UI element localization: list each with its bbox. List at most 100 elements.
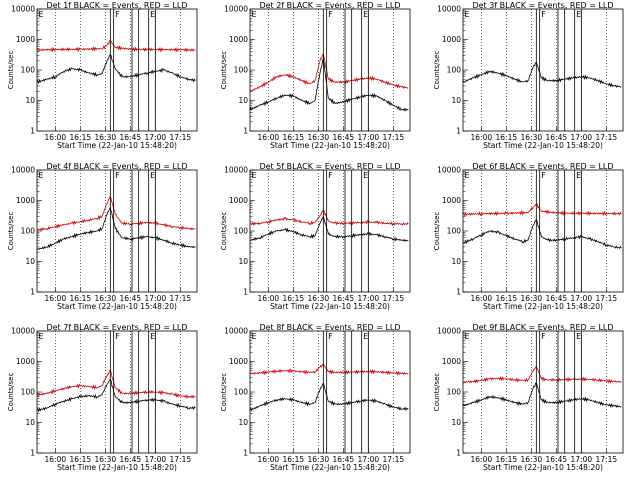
- x-tick-label: 16:00: [258, 455, 280, 464]
- plot-frame: [462, 169, 624, 293]
- y-tick-label: 1: [243, 449, 248, 458]
- y-tick-label: 1000: [229, 357, 248, 366]
- event-marker-label: F: [328, 171, 333, 180]
- x-tick-label: 16:45: [546, 455, 568, 464]
- y-axis-label: Counts/sec: [220, 373, 228, 412]
- x-tick-label: 16:15: [70, 455, 92, 464]
- x-tick-label: 17:15: [596, 133, 618, 142]
- y-tick-label: 1000: [442, 357, 461, 366]
- y-tick-label: 10: [451, 96, 461, 105]
- event-marker-label: E: [363, 332, 368, 341]
- series-lld-line: [36, 194, 196, 232]
- panel-title: Det 4f BLACK = Events, RED = LLD: [46, 162, 187, 171]
- y-tick-label: 10000: [11, 327, 35, 336]
- y-tick-label: 10000: [11, 5, 35, 14]
- panel-title: Det 7f BLACK = Events, RED = LLD: [46, 323, 187, 332]
- y-axis-label: Counts/sec: [433, 373, 441, 412]
- x-tick-label: 17:15: [383, 455, 405, 464]
- y-tick-label: 10000: [224, 5, 248, 14]
- event-marker-label: E: [576, 332, 581, 341]
- x-tick-label: 16:45: [333, 133, 355, 142]
- y-tick-label: 10000: [224, 327, 248, 336]
- plot-frame: [462, 8, 624, 132]
- y-tick-label: 100: [234, 227, 249, 236]
- event-marker-label: E: [576, 10, 581, 19]
- x-tick-label: 16:00: [45, 294, 67, 303]
- y-axis-label: Counts/sec: [7, 373, 15, 412]
- series-events-line: [462, 382, 622, 409]
- y-axis-label: Counts/sec: [220, 212, 228, 251]
- x-tick-label: 16:15: [283, 294, 305, 303]
- y-tick-label: 100: [234, 388, 249, 397]
- x-tick-label: 17:00: [358, 294, 380, 303]
- x-tick-label: 16:30: [95, 294, 117, 303]
- y-axis-label: Counts/sec: [433, 212, 441, 251]
- x-axis-label: Start Time (22-Jan-10 15:48:20): [270, 463, 390, 472]
- event-marker-label: F: [541, 332, 546, 341]
- event-marker-label: F: [328, 10, 333, 19]
- y-tick-label: 1: [30, 449, 35, 458]
- x-tick-label: 16:00: [471, 455, 493, 464]
- series-events-line: [462, 218, 622, 250]
- x-tick-label: 17:00: [571, 455, 593, 464]
- event-marker-label: E: [252, 10, 257, 19]
- x-tick-label: 16:30: [95, 455, 117, 464]
- x-tick-label: 16:45: [333, 294, 355, 303]
- x-axis-label: Start Time (22-Jan-10 15:48:20): [483, 463, 603, 472]
- panel-title: Det 6f BLACK = Events, RED = LLD: [472, 162, 613, 171]
- y-axis-label: Counts/sec: [220, 51, 228, 90]
- y-tick-label: 1: [243, 288, 248, 297]
- x-tick-label: 16:15: [496, 455, 518, 464]
- series-lld-line: [249, 52, 409, 92]
- y-tick-label: 100: [447, 388, 462, 397]
- y-tick-label: 1000: [442, 35, 461, 44]
- x-axis-label: Start Time (22-Jan-10 15:48:20): [57, 302, 177, 311]
- event-marker-label: E: [39, 10, 44, 19]
- x-tick-label: 16:30: [308, 455, 330, 464]
- event-marker-label: E: [39, 332, 44, 341]
- x-tick-label: 16:45: [120, 133, 142, 142]
- x-tick-label: 16:45: [120, 294, 142, 303]
- event-marker-label: F: [328, 332, 333, 341]
- y-tick-label: 100: [21, 227, 36, 236]
- y-tick-label: 10: [25, 257, 35, 266]
- x-tick-label: 17:00: [145, 133, 167, 142]
- event-marker-label: E: [576, 171, 581, 180]
- plot-frame: [249, 8, 411, 132]
- event-marker-label: F: [115, 10, 120, 19]
- event-marker-label: E: [465, 10, 470, 19]
- x-tick-label: 17:00: [145, 294, 167, 303]
- y-tick-label: 10000: [437, 5, 461, 14]
- series-events-line: [37, 205, 196, 250]
- panel-title: Det 1f BLACK = Events, RED = LLD: [46, 1, 187, 10]
- x-tick-label: 16:15: [70, 294, 92, 303]
- panel-title: Det 5f BLACK = Events, RED = LLD: [259, 162, 400, 171]
- y-tick-label: 1000: [442, 196, 461, 205]
- y-tick-label: 100: [447, 227, 462, 236]
- y-tick-label: 10: [451, 418, 461, 427]
- series-lld-line: [249, 363, 409, 376]
- x-tick-label: 17:15: [596, 294, 618, 303]
- x-axis-label: Start Time (22-Jan-10 15:48:20): [57, 141, 177, 150]
- panel-title: Det 9f BLACK = Events, RED = LLD: [472, 323, 613, 332]
- series-lld-line: [36, 370, 196, 399]
- x-axis-label: Start Time (22-Jan-10 15:48:20): [270, 141, 390, 150]
- x-tick-label: 17:00: [358, 133, 380, 142]
- plot-frame: [36, 8, 198, 132]
- plot-frame: [249, 330, 411, 454]
- y-tick-label: 1000: [229, 196, 248, 205]
- y-tick-label: 1: [456, 288, 461, 297]
- x-tick-label: 16:45: [120, 455, 142, 464]
- x-axis-label: Start Time (22-Jan-10 15:48:20): [270, 302, 390, 311]
- series-events-line: [36, 54, 196, 85]
- x-tick-label: 17:15: [170, 455, 192, 464]
- x-tick-label: 16:30: [308, 133, 330, 142]
- event-marker-label: E: [465, 332, 470, 341]
- x-tick-label: 16:00: [258, 133, 280, 142]
- y-tick-label: 100: [234, 66, 249, 75]
- x-tick-label: 17:00: [571, 294, 593, 303]
